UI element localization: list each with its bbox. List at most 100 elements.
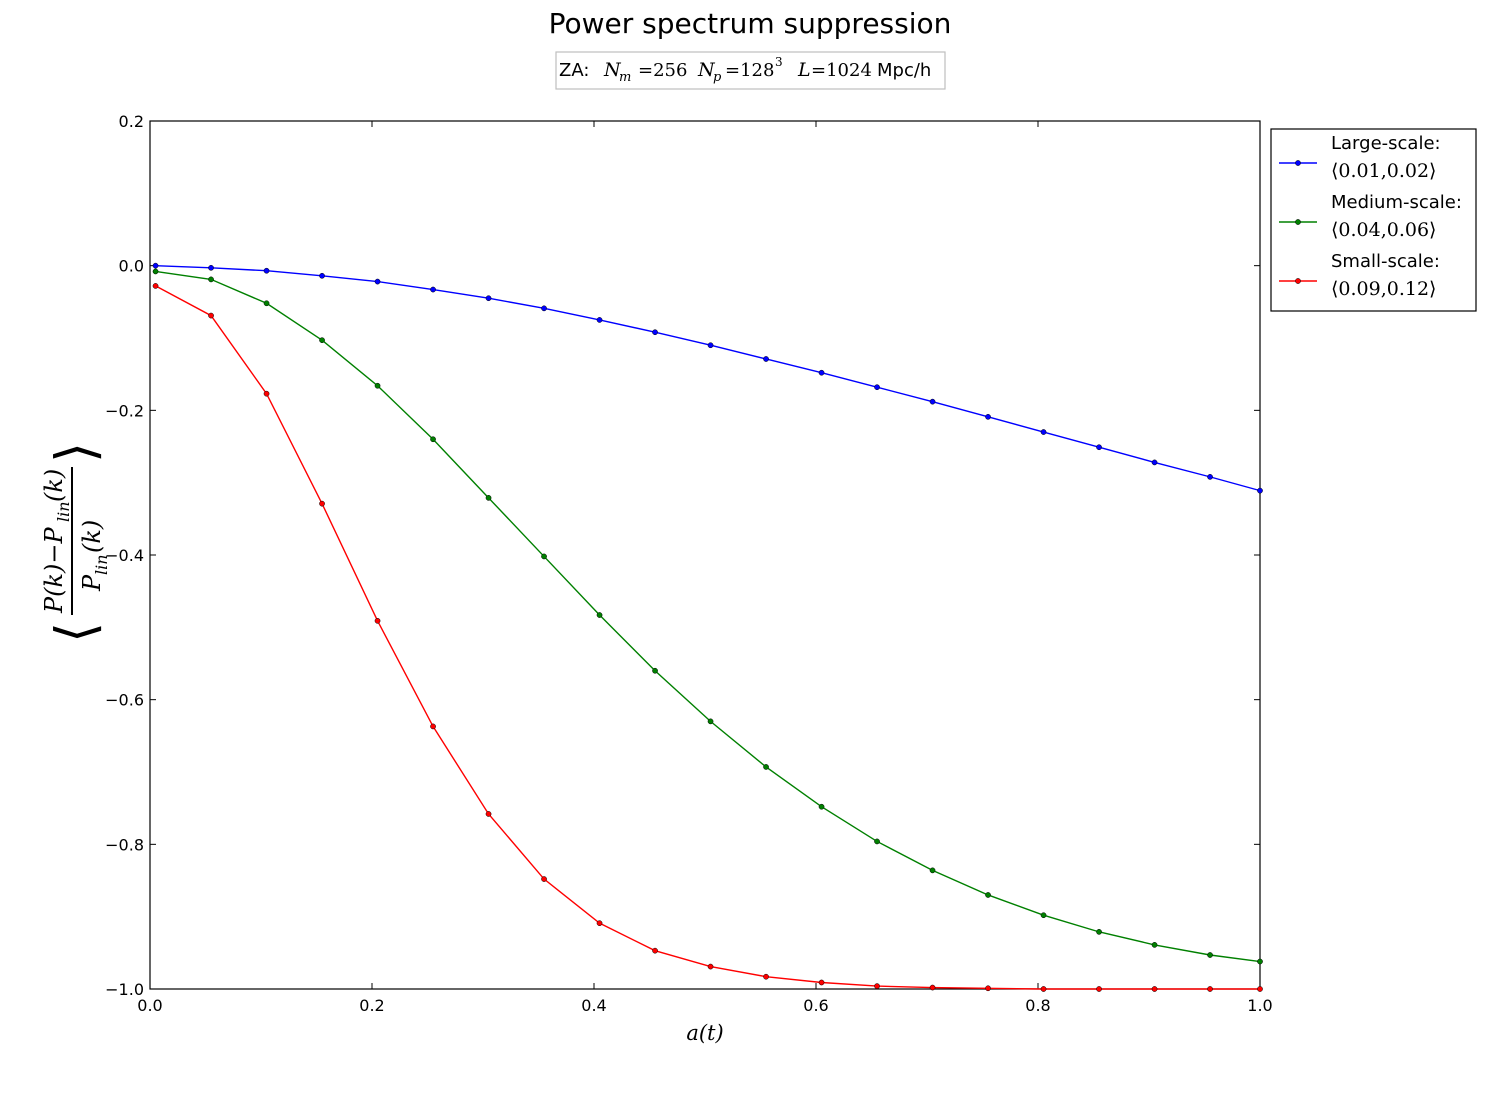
subtitle-nm-label: N bbox=[603, 59, 622, 81]
x-tick-label: 0.0 bbox=[137, 996, 162, 1015]
y-tick-label: 0.0 bbox=[119, 257, 144, 276]
y-label-bracket-left: ⟨ bbox=[44, 622, 107, 643]
data-point bbox=[263, 390, 270, 397]
data-point bbox=[1096, 986, 1102, 992]
data-point bbox=[319, 337, 325, 344]
chart-title: Power spectrum suppression bbox=[549, 7, 952, 40]
data-point bbox=[1151, 459, 1158, 466]
y-tick-label: −0.6 bbox=[105, 691, 144, 710]
data-point bbox=[541, 553, 547, 560]
data-point bbox=[1207, 952, 1213, 958]
y-axis: 0.2 0.0 −0.2 −0.4 −0.6 −0.8 −1.0 bbox=[105, 112, 1260, 999]
data-point bbox=[707, 718, 714, 725]
data-point bbox=[1257, 958, 1263, 965]
x-axis-label: a(t) bbox=[686, 1021, 723, 1045]
data-point bbox=[263, 267, 270, 274]
data-point bbox=[707, 963, 714, 970]
y-label-denominator-tail: (k) bbox=[78, 520, 106, 553]
legend-range-label: ⟨0.04,0.06⟩ bbox=[1331, 219, 1436, 241]
data-point bbox=[1151, 986, 1158, 992]
series-2 bbox=[152, 268, 1263, 965]
series-layer bbox=[152, 262, 1263, 992]
data-point bbox=[874, 838, 880, 845]
data-point bbox=[929, 398, 936, 405]
y-label-bracket-right: ⟩ bbox=[44, 442, 107, 463]
data-point bbox=[1207, 986, 1213, 992]
data-point bbox=[208, 264, 214, 271]
data-point bbox=[929, 984, 936, 991]
data-point bbox=[985, 985, 991, 992]
y-label-numerator-sub: lin bbox=[54, 501, 73, 522]
legend-label: Medium-scale: bbox=[1331, 192, 1462, 213]
data-point bbox=[652, 947, 658, 954]
subtitle-nm-sub: m bbox=[619, 70, 631, 85]
x-tick-label: 0.8 bbox=[1025, 996, 1050, 1015]
data-point bbox=[152, 262, 159, 269]
data-point bbox=[1040, 986, 1047, 992]
subtitle-unit: Mpc/h bbox=[877, 60, 931, 81]
subtitle-np-label: N bbox=[697, 59, 716, 81]
data-point bbox=[929, 867, 936, 874]
x-tick-label: 0.6 bbox=[803, 996, 828, 1015]
data-point bbox=[208, 312, 214, 319]
data-point bbox=[652, 667, 658, 674]
series-line bbox=[155, 270, 1261, 963]
legend-marker bbox=[1295, 160, 1301, 166]
legend-item: Small-scale: ⟨0.09,0.12⟩ bbox=[1279, 251, 1440, 300]
y-axis-label: ⟨ P(k)−P lin (k) P lin (k) ⟩ bbox=[40, 442, 111, 643]
subtitle-l-label: L bbox=[797, 59, 811, 81]
data-point bbox=[541, 305, 547, 312]
y-label-numerator-tail: (k) bbox=[40, 469, 68, 502]
subtitle-np-value: =128 bbox=[725, 60, 774, 81]
data-point bbox=[818, 979, 825, 986]
x-tick-label: 0.4 bbox=[581, 996, 606, 1015]
data-point bbox=[1257, 986, 1263, 992]
legend-range-label: ⟨0.09,0.12⟩ bbox=[1331, 278, 1436, 300]
data-point bbox=[319, 500, 325, 507]
data-point bbox=[1096, 444, 1102, 451]
x-tick-label: 0.2 bbox=[359, 996, 384, 1015]
data-point bbox=[985, 892, 991, 898]
legend-marker bbox=[1295, 219, 1301, 225]
data-point bbox=[874, 983, 880, 989]
data-point bbox=[152, 268, 159, 275]
legend-label: Small-scale: bbox=[1331, 251, 1440, 272]
data-point bbox=[263, 300, 270, 307]
legend: Large-scale: ⟨0.01,0.02⟩ Medium-scale: ⟨0.0… bbox=[1270, 128, 1477, 312]
data-point bbox=[596, 317, 603, 323]
plot-area bbox=[149, 120, 1261, 990]
y-tick-label: −1.0 bbox=[105, 980, 144, 999]
data-point bbox=[152, 283, 159, 289]
subtitle-nm-value: =256 bbox=[638, 60, 687, 81]
data-point bbox=[374, 617, 381, 624]
y-label-denominator-sub: lin bbox=[92, 554, 111, 575]
data-point bbox=[763, 764, 769, 770]
x-axis: 0.0 0.2 0.4 0.6 0.8 1.0 bbox=[137, 121, 1273, 1015]
subtitle-l-value: =1024 bbox=[811, 60, 872, 81]
data-point bbox=[652, 329, 658, 336]
y-tick-label: −0.2 bbox=[105, 401, 144, 420]
data-point bbox=[818, 369, 825, 376]
data-point bbox=[430, 723, 436, 730]
data-point bbox=[430, 436, 436, 443]
data-point bbox=[818, 803, 825, 810]
data-point bbox=[485, 811, 492, 817]
data-point bbox=[541, 876, 547, 882]
series-1 bbox=[152, 262, 1263, 494]
data-point bbox=[596, 612, 603, 618]
data-point bbox=[1257, 487, 1263, 494]
y-tick-label: −0.4 bbox=[105, 546, 144, 565]
legend-marker bbox=[1295, 278, 1301, 284]
data-point bbox=[763, 356, 769, 362]
legend-item: Medium-scale: ⟨0.04,0.06⟩ bbox=[1279, 192, 1462, 241]
legend-label: Large-scale: bbox=[1331, 133, 1441, 154]
data-point bbox=[707, 342, 714, 349]
legend-range-label: ⟨0.01,0.02⟩ bbox=[1331, 160, 1436, 182]
data-point bbox=[1096, 929, 1102, 935]
subtitle-np-exp: 3 bbox=[775, 55, 783, 69]
data-point bbox=[596, 920, 603, 927]
data-point bbox=[1040, 912, 1047, 919]
legend-item: Large-scale: ⟨0.01,0.02⟩ bbox=[1279, 133, 1441, 182]
subtitle-np-sub: p bbox=[713, 70, 722, 85]
data-point bbox=[485, 295, 492, 302]
